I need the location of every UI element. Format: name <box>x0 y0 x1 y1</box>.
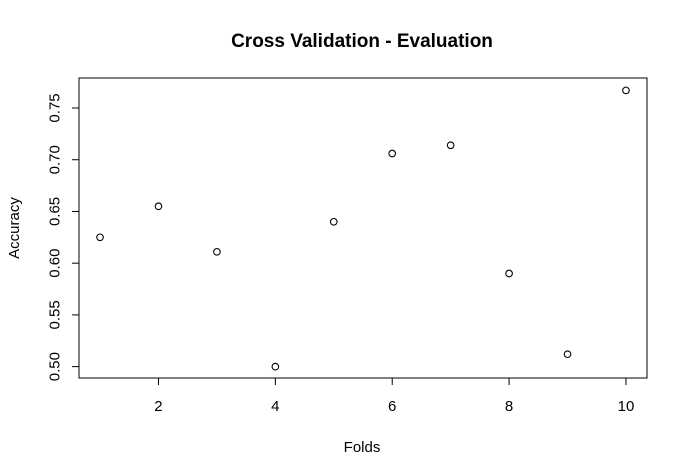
y-axis: 0.50 0.55 0.60 0.65 0.70 0.75 <box>47 93 80 381</box>
data-point <box>213 247 221 256</box>
data-point <box>96 233 104 242</box>
y-tick-label: 0.50 <box>47 352 64 381</box>
data-point <box>329 217 338 226</box>
data-point <box>622 86 630 95</box>
data-point <box>446 141 455 150</box>
data-point <box>154 202 163 211</box>
y-tick-label: 0.60 <box>47 249 64 278</box>
y-tick-label: 0.70 <box>47 145 64 174</box>
x-tick-label: 4 <box>271 398 279 415</box>
x-axis-label: Folds <box>344 439 381 456</box>
data-point <box>388 149 397 158</box>
x-tick-label: 8 <box>505 398 513 415</box>
data-point <box>563 350 572 359</box>
y-tick-label: 0.55 <box>47 300 64 329</box>
plot-area-frame <box>78 77 648 379</box>
y-axis-label: Accuracy <box>6 197 23 259</box>
y-tick-label: 0.75 <box>47 93 64 122</box>
x-tick-label: 6 <box>388 398 396 415</box>
data-point <box>271 362 280 371</box>
x-tick-label: 10 <box>618 398 635 415</box>
data-points <box>96 86 630 371</box>
y-tick-label: 0.65 <box>47 197 64 226</box>
chart-title: Cross Validation - Evaluation <box>231 31 493 52</box>
x-tick-label: 2 <box>154 398 162 415</box>
data-point <box>505 269 513 278</box>
x-axis: 2 4 6 8 10 <box>154 377 635 415</box>
